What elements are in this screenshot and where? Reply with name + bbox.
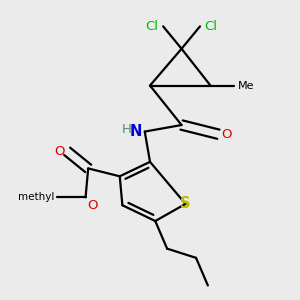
- Text: Cl: Cl: [205, 20, 218, 33]
- Text: O: O: [54, 145, 64, 158]
- Text: H: H: [122, 123, 132, 136]
- Text: Me: Me: [238, 81, 255, 91]
- Text: S: S: [180, 196, 191, 211]
- Text: methyl: methyl: [18, 192, 54, 202]
- Text: O: O: [221, 128, 232, 141]
- Text: N: N: [129, 124, 142, 139]
- Text: O: O: [87, 199, 98, 212]
- Text: Cl: Cl: [145, 20, 158, 33]
